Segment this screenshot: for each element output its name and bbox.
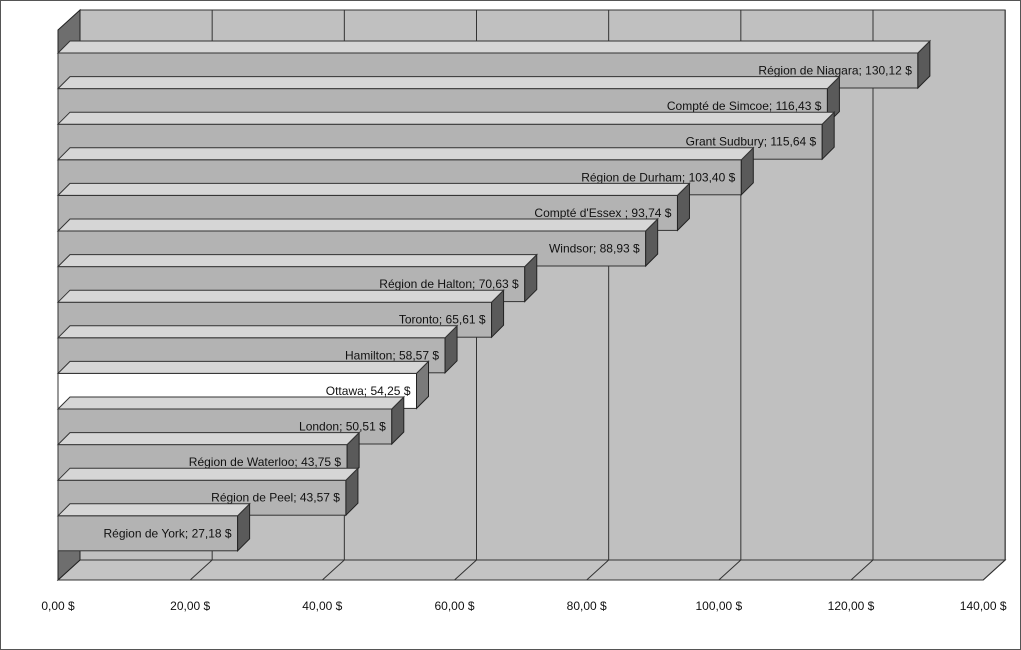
bar-top bbox=[58, 112, 834, 124]
bar-data-label: London; 50,51 $ bbox=[299, 420, 386, 434]
bar-data-label: Windsor; 88,93 $ bbox=[549, 242, 640, 256]
bar-data-label: Région de Peel; 43,57 $ bbox=[211, 491, 340, 505]
bar-data-label: Compté de Simcoe; 116,43 $ bbox=[667, 99, 822, 113]
bar-data-label: Région de Waterloo; 43,75 $ bbox=[189, 455, 342, 469]
bar-top bbox=[58, 41, 930, 53]
bar-top bbox=[58, 433, 359, 445]
x-tick-label: 60,00 $ bbox=[434, 599, 474, 613]
floor bbox=[58, 560, 1005, 580]
bar-data-label: Hamilton; 58,57 $ bbox=[345, 348, 439, 362]
bar-top bbox=[58, 148, 753, 160]
bar-top bbox=[58, 183, 689, 195]
bar-data-label: Région de Durham; 103,40 $ bbox=[581, 170, 735, 184]
bar-data-label: Ottawa; 54,25 $ bbox=[326, 384, 411, 398]
bar-top bbox=[58, 255, 537, 267]
x-tick-label: 80,00 $ bbox=[567, 599, 607, 613]
bar-data-label: Région de York; 27,18 $ bbox=[104, 526, 232, 540]
bar-data-label: Compté d'Essex ; 93,74 $ bbox=[534, 206, 671, 220]
x-tick-label: 140,00 $ bbox=[960, 599, 1007, 613]
bar-top bbox=[58, 397, 404, 409]
bar-data-label: Région de Niagara; 130,12 $ bbox=[758, 64, 912, 78]
bar-top bbox=[58, 290, 504, 302]
x-tick-label: 40,00 $ bbox=[302, 599, 342, 613]
bar-data-label: Grant Sudbury; 115,64 $ bbox=[686, 135, 817, 149]
x-tick-label: 100,00 $ bbox=[695, 599, 742, 613]
bar-top bbox=[58, 468, 358, 480]
x-tick-label: 0,00 $ bbox=[41, 599, 75, 613]
bar-data-label: Toronto; 65,61 $ bbox=[399, 313, 486, 327]
bar-top bbox=[58, 77, 839, 89]
bar-top bbox=[58, 326, 457, 338]
bar-top bbox=[58, 219, 658, 231]
bar-data-label: Région de Halton; 70,63 $ bbox=[379, 277, 519, 291]
x-tick-label: 120,00 $ bbox=[828, 599, 875, 613]
bar-top bbox=[58, 504, 250, 516]
x-tick-label: 20,00 $ bbox=[170, 599, 210, 613]
bar-top bbox=[58, 361, 429, 373]
bar-group: Région de York; 27,18 $ bbox=[58, 504, 250, 551]
